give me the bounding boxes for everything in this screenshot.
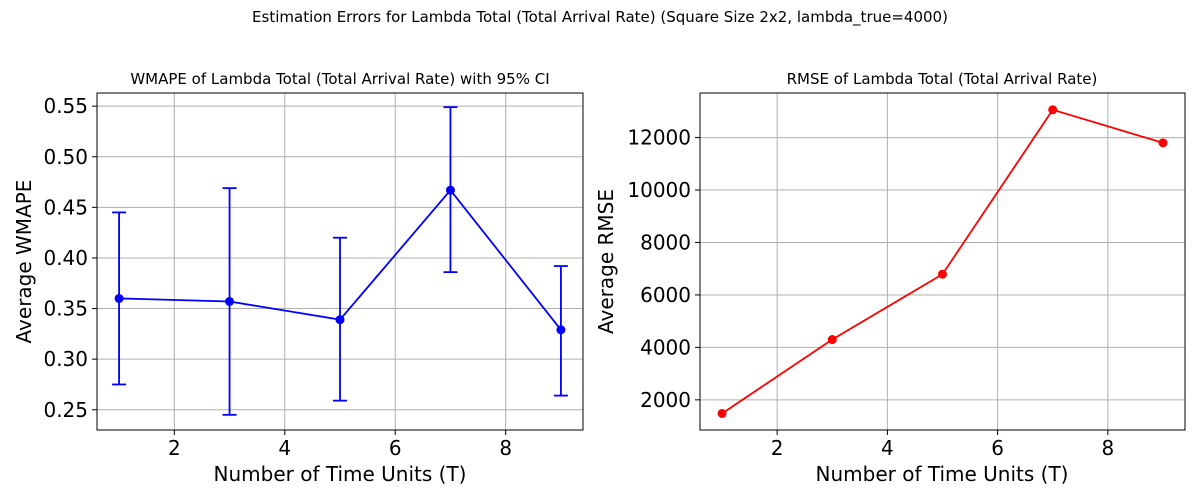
rmse-x-tick-label: 2 (771, 436, 784, 460)
rmse-y-tick-label: 4000 (640, 335, 691, 359)
figure-suptitle: Estimation Errors for Lambda Total (Tota… (252, 8, 948, 27)
rmse-data-point (938, 269, 947, 279)
wmape-chart-title: WMAPE of Lambda Total (Total Arrival Rat… (130, 70, 549, 88)
wmape-y-tick-label: 0.40 (43, 246, 88, 270)
wmape-plot-frame (96, 92, 584, 431)
rmse-y-tick-label: 8000 (640, 230, 691, 254)
wmape-y-tick-label: 0.30 (43, 347, 88, 371)
rmse-data-point (827, 335, 837, 345)
wmape-chart: WMAPE of Lambda Total (Total Arrival Rat… (12, 70, 584, 486)
rmse-y-tick-label: 6000 (640, 283, 691, 307)
wmape-y-tick-label: 0.45 (43, 195, 88, 219)
wmape-y-tick-label: 0.55 (43, 94, 88, 118)
rmse-y-tick-label: 2000 (640, 388, 691, 412)
wmape-y-axis-label: Average WMAPE (12, 180, 36, 344)
wmape-x-tick-label: 8 (499, 436, 512, 460)
rmse-chart-title: RMSE of Lambda Total (Total Arrival Rate… (787, 70, 1098, 88)
rmse-chart: RMSE of Lambda Total (Total Arrival Rate… (594, 70, 1186, 486)
wmape-y-tick-label: 0.50 (43, 145, 88, 169)
rmse-y-tick-label: 10000 (627, 178, 691, 202)
wmape-x-tick-label: 4 (278, 436, 291, 460)
rmse-series-line (721, 108, 1164, 415)
wmape-data-point (225, 296, 235, 306)
rmse-data-point (717, 408, 727, 418)
rmse-x-tick-label: 4 (881, 436, 894, 460)
rmse-y-tick-label: 12000 (627, 126, 691, 150)
wmape-data-point (335, 315, 345, 325)
wmape-x-tick-label: 2 (168, 436, 181, 460)
rmse-x-tick-label: 6 (991, 436, 1004, 460)
rmse-data-point (1048, 105, 1058, 115)
wmape-x-tick-label: 6 (389, 436, 402, 460)
rmse-x-tick-label: 8 (1101, 436, 1114, 460)
rmse-data-point (1158, 138, 1168, 148)
rmse-y-axis-label: Average RMSE (594, 189, 618, 334)
wmape-x-axis-label: Number of Time Units (T) (214, 462, 467, 486)
wmape-data-point (556, 325, 566, 335)
rmse-plot-frame (699, 92, 1186, 431)
wmape-y-tick-label: 0.25 (43, 398, 88, 422)
rmse-x-axis-label: Number of Time Units (T) (816, 462, 1069, 486)
wmape-data-point (114, 293, 124, 303)
wmape-data-point (445, 185, 455, 195)
wmape-y-tick-label: 0.35 (43, 297, 88, 321)
